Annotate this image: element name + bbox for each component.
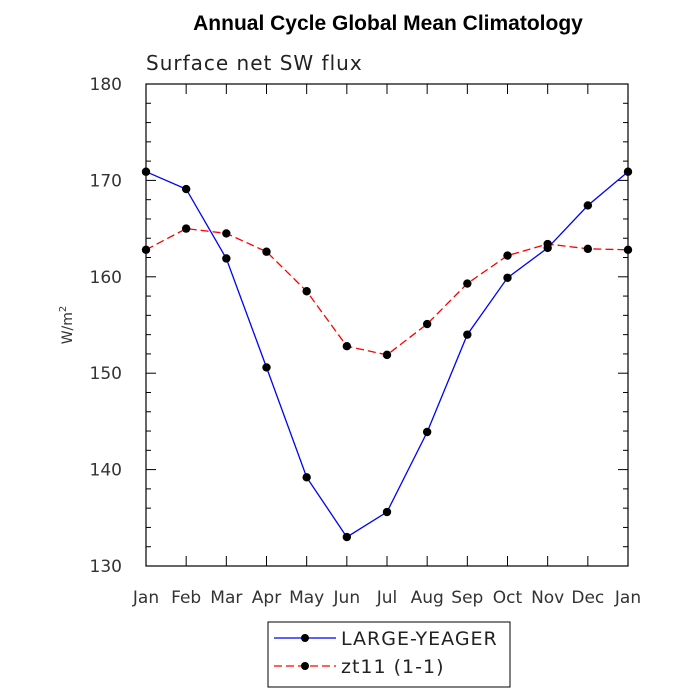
series-2-point	[543, 239, 552, 249]
x-tick-label: Apr	[252, 588, 281, 608]
series-1-point	[422, 427, 432, 437]
series-2-point	[623, 245, 633, 255]
series-line-2	[145, 227, 629, 356]
x-tick-label: Nov	[531, 588, 564, 608]
series-1-point	[342, 532, 352, 542]
series-1-point	[262, 363, 271, 372]
axes: 130 140 150 160 170 180 Jan Feb Mar Apr May Jun Jul A…	[90, 75, 642, 608]
y-tick-label: 170	[90, 171, 122, 191]
x-tick-label: Sep	[451, 588, 483, 608]
x-tick-label: Jan	[132, 588, 159, 608]
y-axis-label: W/m2	[58, 306, 76, 345]
chart-title: Annual Cycle Global Mean Climatology	[193, 12, 583, 35]
x-tick-label: Mar	[210, 588, 242, 608]
legend-marker-series-1	[301, 634, 309, 642]
x-tick-label: Jul	[376, 588, 398, 608]
y-axis-label-base: W/m	[60, 312, 76, 344]
series-2-point	[583, 244, 593, 254]
x-tick-label: May	[289, 588, 324, 608]
y-tick-label: 160	[90, 268, 122, 288]
x-tick-label: Dec	[571, 588, 604, 608]
series-1-point	[222, 254, 231, 263]
legend: LARGE-YEAGER zt11 (1-1)	[267, 621, 511, 688]
series-2-point	[382, 350, 392, 360]
legend-label-series-1: LARGE-YEAGER	[341, 628, 498, 650]
y-axis-label-superscript: 2	[58, 306, 69, 312]
series-1-point	[583, 201, 593, 210]
series-1-point	[463, 330, 472, 339]
legend-box	[267, 621, 511, 688]
legend-marker-series-2	[301, 662, 309, 670]
x-tick-label: Feb	[171, 588, 201, 608]
y-tick-label: 130	[90, 557, 122, 577]
x-tick-label: Oct	[493, 588, 523, 608]
plot-series	[141, 167, 633, 542]
chart-subtitle: Surface net SW flux	[146, 51, 363, 75]
series-2-point	[222, 229, 231, 238]
series-1-point	[181, 184, 191, 194]
plot-frame	[145, 83, 629, 567]
y-tick-label: 140	[90, 461, 122, 481]
series-2-point	[503, 251, 512, 260]
series-2-point	[262, 247, 271, 256]
x-tick-label: Aug	[411, 588, 444, 608]
series-2-point	[342, 342, 352, 351]
series-1-point	[382, 507, 392, 517]
series-2-point	[422, 319, 432, 329]
series-1-point	[302, 473, 311, 482]
series-2-point	[181, 224, 191, 233]
series-1-point	[623, 167, 633, 176]
x-tick-label: Jan	[614, 588, 641, 608]
y-tick-label: 180	[90, 75, 122, 95]
series-2-point	[302, 287, 311, 296]
series-1-point	[141, 167, 151, 176]
x-tick-label: Jun	[333, 588, 361, 608]
series-1-point	[503, 273, 512, 282]
series-2-point	[463, 279, 472, 288]
y-tick-label: 150	[90, 364, 122, 384]
series-2-point	[141, 245, 151, 255]
legend-label-series-2: zt11 (1-1)	[341, 656, 445, 678]
